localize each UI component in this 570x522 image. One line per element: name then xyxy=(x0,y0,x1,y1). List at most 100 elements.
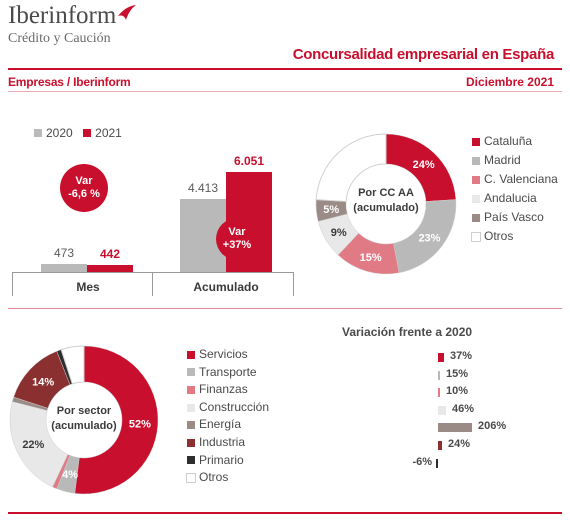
variation-mes-line2: -6,6 % xyxy=(68,188,100,200)
pie-sector-center-line2: (acumulado) xyxy=(51,420,117,432)
pie-ccaa-slice-label-catalu-a: 24% xyxy=(413,159,435,171)
pie-ccaa-legend-swatch xyxy=(472,137,480,146)
pie-sector-slice-servicios xyxy=(74,345,159,495)
variation-bubble-mes: Var -6,6 % xyxy=(60,164,108,212)
pie-sector-legend-item: Finanzas xyxy=(187,381,269,399)
pie-sector-legend-swatch xyxy=(187,421,195,430)
pie-sector-slice-otros xyxy=(60,345,85,385)
variation-bar-construcci-n xyxy=(438,405,446,415)
pie-ccaa-slice-label-madrid: 23% xyxy=(418,233,440,245)
category-label-acumulado: Acumulado xyxy=(193,280,259,294)
pie-ccaa-legend-label: País Vasco xyxy=(484,210,544,224)
pie-sector-center-line1: Por sector xyxy=(56,405,112,417)
variation-bar-servicios xyxy=(438,353,444,362)
pie-sector-legend-label: Finanzas xyxy=(199,382,248,397)
pie-ccaa: 24% 23% 15% 9% 5% xyxy=(315,133,457,275)
bar-value-2020-mes: 473 xyxy=(53,246,75,260)
legend-2020-label: 2020 xyxy=(46,126,73,140)
variation-bar-finanzas xyxy=(438,388,440,398)
pie-sector-legend-item: Transporte xyxy=(187,364,269,382)
pie-sector-legend-label: Otros xyxy=(199,470,229,485)
source-label: Empresas / Iberinform xyxy=(8,75,131,89)
subheader-rule xyxy=(8,91,562,92)
variation-mes-line1: Var xyxy=(75,175,93,187)
pie-sector-legend-label: Primario xyxy=(199,452,244,467)
logo-swoosh-icon xyxy=(118,5,136,20)
pie-sector-legend-swatch xyxy=(187,403,195,412)
header-rule xyxy=(8,68,562,70)
bar-axis-right xyxy=(293,272,294,296)
pie-sector-legend-item: Servicios xyxy=(187,346,269,364)
pie-ccaa-legend-label: Otros xyxy=(484,229,514,243)
pie-ccaa-legend-item: Madrid xyxy=(472,151,558,170)
pie-sector-legend-label: Transporte xyxy=(199,364,257,379)
legend-2021-label: 2021 xyxy=(95,126,122,140)
pie-sector-legend-label: Construcción xyxy=(199,399,270,414)
variation-bar-energ-a xyxy=(438,423,472,433)
pie-sector-legend-item: Energía xyxy=(187,416,269,434)
pie-ccaa-legend-item: Andalucia xyxy=(472,189,558,208)
category-label-mes: Mes xyxy=(76,280,100,294)
bar-value-2021-mes: 442 xyxy=(99,247,121,261)
variation-value-transporte: 15% xyxy=(446,367,469,380)
variation-bar-industria xyxy=(438,441,442,450)
pie-ccaa-center-line1: Por CC AA xyxy=(358,187,414,199)
variation-value-finanzas: 10% xyxy=(446,385,469,398)
pie-ccaa-legend-swatch xyxy=(472,175,480,184)
pie-ccaa-slice-otros xyxy=(315,133,387,203)
legend-2020-swatch xyxy=(34,128,42,137)
pie-ccaa-center-line2: (acumulado) xyxy=(353,202,419,214)
pie-sector-legend-item: Primario xyxy=(187,452,269,470)
variation-bar-transporte xyxy=(438,370,440,380)
logo-wordmark: Iberinform xyxy=(8,2,117,29)
pie-ccaa-legend-swatch xyxy=(472,213,480,222)
pie-sector-slice-label-servicios: 52% xyxy=(129,419,151,431)
pie-ccaa-legend-item: Otros xyxy=(471,227,558,246)
pie-sector-legend-swatch xyxy=(187,456,195,465)
pie-ccaa-legend-item: País Vasco xyxy=(472,208,558,227)
pie-sector-legend-swatch xyxy=(187,438,195,447)
section-rule xyxy=(8,308,562,309)
bar-value-2020-acumulado: 4.413 xyxy=(187,181,219,195)
pie-ccaa-legend-swatch xyxy=(472,194,480,203)
variation-acumulado-line1: Var xyxy=(228,226,246,238)
pie-sector-slice-label-industria: 14% xyxy=(32,377,54,389)
legend-2021-swatch xyxy=(83,128,92,137)
pie-ccaa-legend-label: C. Valenciana xyxy=(484,172,558,186)
pie-ccaa-legend-item: C. Valenciana xyxy=(472,170,558,189)
logo-tagline: Crédito y Caución xyxy=(8,31,111,46)
pie-sector-center-label: Por sector (acumulado) xyxy=(44,404,124,434)
pie-sector-legend-item: Construcción xyxy=(187,399,269,417)
bar-axis xyxy=(12,272,294,273)
pie-sector-legend-label: Energía xyxy=(199,417,242,432)
pie-ccaa-center-label: Por CC AA (acumulado) xyxy=(346,186,426,216)
variation-bar-primario xyxy=(436,458,438,468)
pie-sector-slice-label-transporte: 4% xyxy=(62,469,78,481)
pie-sector-legend-swatch xyxy=(187,350,195,359)
bar-2020-mes xyxy=(41,264,87,272)
bar-value-2021-acumulado: 6.051 xyxy=(233,154,265,168)
variation-value-servicios: 37% xyxy=(450,350,473,362)
pie-ccaa-legend-label: Madrid xyxy=(484,153,521,167)
pie-sector-legend-label: Industria xyxy=(199,434,246,449)
pie-ccaa-slice-label-c-valenciana: 15% xyxy=(360,252,382,264)
pie-ccaa-legend-swatch xyxy=(472,156,480,165)
pie-ccaa-legend: Cataluña Madrid C. Valenciana Andalucia País… xyxy=(471,132,558,246)
variation-chart-title: Variación frente a 2020 xyxy=(342,325,473,339)
pie-sector: 52% 4% 22% 14% xyxy=(9,345,159,495)
pie-sector-legend: Servicios Transporte Finanzas Construcción E… xyxy=(186,346,269,487)
pie-ccaa-legend-label: Andalucia xyxy=(484,191,537,205)
pie-sector-legend-item: Industria xyxy=(187,434,269,452)
pie-ccaa-slice-label-andalucia: 9% xyxy=(331,227,347,239)
pie-sector-legend-swatch xyxy=(187,368,195,377)
pie-sector-legend-label: Servicios xyxy=(199,347,248,361)
pie-ccaa-legend-label: Cataluña xyxy=(484,134,533,148)
variation-value-construcci-n: 46% xyxy=(452,402,475,415)
bar-legend: 2020 2021 xyxy=(34,124,122,142)
variation-acumulado-line2: +37% xyxy=(222,239,252,251)
page-title: Concursalidad empresarial en España xyxy=(292,46,555,63)
footer-rule xyxy=(8,512,562,514)
pie-sector-slice-label-construcci-n: 22% xyxy=(22,439,44,451)
variation-value-industria: 24% xyxy=(448,438,471,450)
pie-ccaa-legend-swatch xyxy=(471,231,481,242)
